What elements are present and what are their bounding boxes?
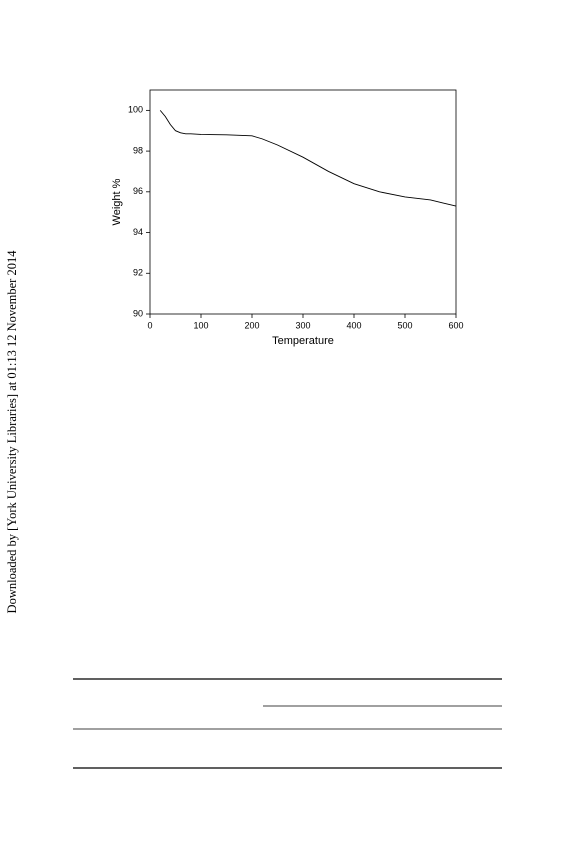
x-tick-label: 600 [448,320,463,330]
x-tick-label: 0 [147,320,152,330]
x-tick-label: 500 [397,320,412,330]
data-line [159,110,457,207]
y-tick-label: 92 [133,268,143,278]
x-axis-label: Temperature [272,335,334,347]
x-tick-label: 300 [295,320,310,330]
y-axis-label: Weight % [111,178,123,225]
x-tick-label: 100 [193,320,208,330]
y-tick-label: 90 [133,308,143,318]
x-tick-label: 400 [346,320,361,330]
plot-frame [149,89,457,315]
y-tick-label: 96 [133,186,143,196]
y-tick-label: 100 [128,105,143,115]
side-note: Downloaded by [York University Libraries… [5,250,19,614]
y-tick-label: 98 [133,145,143,155]
x-tick-label: 200 [244,320,259,330]
y-tick-label: 94 [133,227,143,237]
